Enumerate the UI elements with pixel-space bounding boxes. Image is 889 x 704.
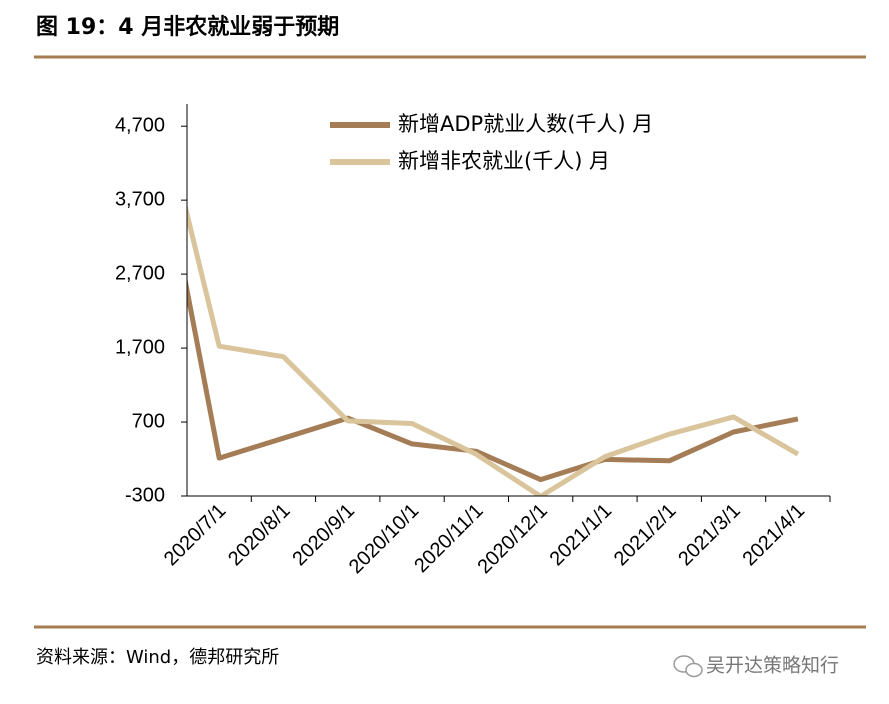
watermark: 吴开达策略知行 (706, 655, 839, 677)
title: 图 19：4 月非农就业弱于预期 (36, 14, 339, 40)
y-tick-label: 3,700 (115, 188, 165, 210)
y-tick-label: 700 (132, 410, 165, 432)
x-tick-label: 2021/3/1 (674, 500, 745, 571)
series-line (187, 203, 800, 496)
series-line (187, 276, 799, 483)
x-tick-label: 2021/1/1 (546, 500, 617, 571)
x-tick-label: 2020/7/1 (160, 500, 231, 571)
y-tick-label: 1,700 (115, 336, 165, 358)
x-tick-label: 2021/4/1 (739, 500, 810, 571)
x-tick-label: 2020/8/1 (224, 500, 295, 571)
source: 资料来源：Wind，德邦研究所 (36, 647, 279, 668)
y-tick-label: -300 (125, 484, 165, 506)
x-tick-label: 2021/2/1 (610, 500, 681, 571)
x-tick-label: 2020/10/1 (345, 500, 423, 578)
watermark-icon (673, 655, 703, 678)
y-tick-label: 2,700 (115, 262, 165, 284)
x-tick-label: 2020/12/1 (473, 500, 551, 578)
legend-label: 新增ADP就业人数(千人) 月 (398, 112, 653, 136)
plot-area (187, 203, 800, 496)
legend-label: 新增非农就业(千人) 月 (398, 149, 610, 173)
y-tick-label: 4,700 (115, 114, 165, 136)
